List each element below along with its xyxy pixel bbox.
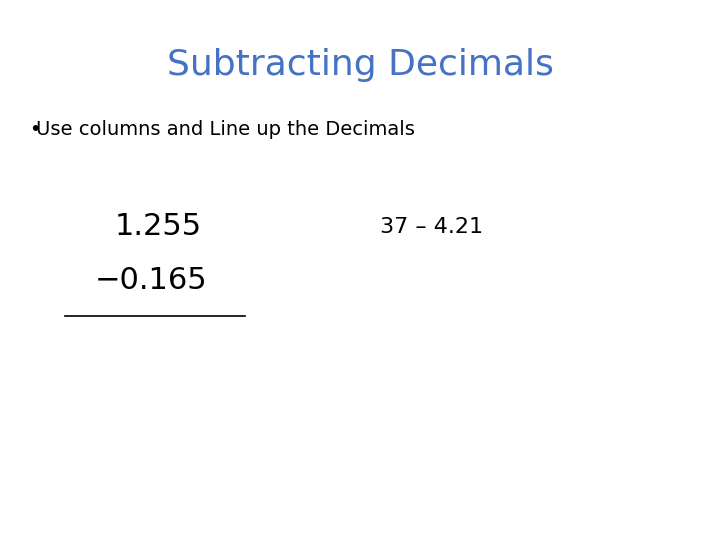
Text: −0.165: −0.165 xyxy=(95,266,207,295)
Text: Subtracting Decimals: Subtracting Decimals xyxy=(166,48,554,82)
Text: 1.255: 1.255 xyxy=(114,212,202,241)
Text: Use columns and Line up the Decimals: Use columns and Line up the Decimals xyxy=(36,120,415,139)
Text: •: • xyxy=(29,120,40,139)
Text: 37 – 4.21: 37 – 4.21 xyxy=(380,217,484,237)
